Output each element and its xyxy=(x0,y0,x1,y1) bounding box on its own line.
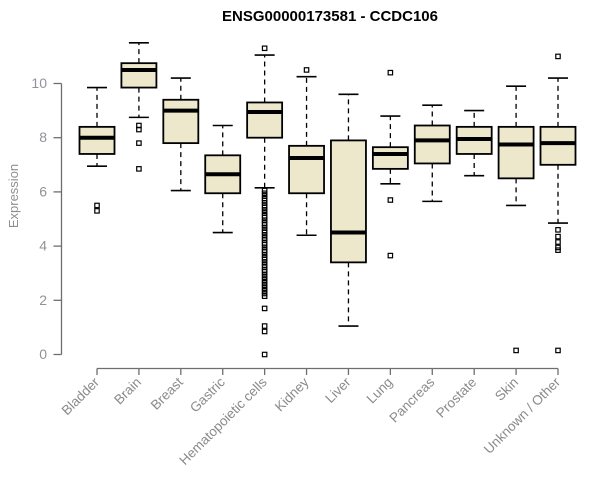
y-tick-label: 2 xyxy=(39,292,47,308)
outlier-point-hematopoietic-cells xyxy=(261,45,268,52)
outlier-point-lung xyxy=(387,252,394,259)
box-bladder xyxy=(78,125,116,155)
x-tick-label-kidney: Kidney xyxy=(272,374,312,414)
outlier-point-unknown-other xyxy=(555,347,561,354)
outlier-point-brain xyxy=(136,166,142,172)
x-tick-label-lung: Lung xyxy=(364,375,396,407)
box-liver xyxy=(330,139,367,264)
box-brain xyxy=(120,62,158,89)
outlier-point-brain xyxy=(136,126,142,133)
outlier-point-kidney xyxy=(303,67,310,73)
x-tick-label-unknown-other: Unknown / Other xyxy=(481,374,564,457)
x-tick-label-skin: Skin xyxy=(492,375,521,404)
outlier-point-lung xyxy=(387,197,394,203)
x-tick-label-bladder: Bladder xyxy=(59,374,103,418)
outlier-point-unknown-other xyxy=(555,247,561,253)
x-tick-label-brain: Brain xyxy=(111,375,144,408)
outlier-point-unknown-other xyxy=(555,233,561,240)
x-tick-label-pancreas: Pancreas xyxy=(386,374,437,425)
outlier-point-lung xyxy=(387,69,394,76)
box-hematopoietic-cells xyxy=(246,101,284,139)
y-tick-label: 10 xyxy=(31,75,47,91)
outlier-point-hematopoietic-cells xyxy=(261,351,268,358)
box-unknown-other xyxy=(539,125,577,166)
outlier-point-hematopoietic-cells xyxy=(261,323,268,329)
y-tick-label: 4 xyxy=(39,238,47,254)
x-tick-label-breast: Breast xyxy=(148,374,186,412)
box-pancreas xyxy=(413,124,451,165)
outlier-point-unknown-other xyxy=(555,239,561,245)
box-breast xyxy=(162,98,200,145)
y-axis-label: Expression xyxy=(6,163,21,229)
outlier-point-hematopoietic-cells xyxy=(261,305,268,312)
outlier-point-skin xyxy=(513,347,519,354)
outlier-point-hematopoietic-cells xyxy=(261,293,268,300)
outlier-point-brain xyxy=(136,140,142,146)
box-skin xyxy=(497,125,535,180)
chart-title: ENSG00000173581 - CCDC106 xyxy=(222,8,438,25)
outlier-point-bladder xyxy=(94,202,100,209)
box-lung xyxy=(371,146,409,170)
outlier-point-hematopoietic-cells xyxy=(261,328,268,335)
x-tick-label-liver: Liver xyxy=(322,374,354,406)
y-tick-label: 0 xyxy=(39,346,47,362)
x-tick-label-prostate: Prostate xyxy=(433,375,479,421)
y-tick-label: 8 xyxy=(39,129,47,145)
outlier-point-unknown-other xyxy=(555,227,561,233)
outlier-point-bladder xyxy=(94,208,100,214)
x-tick-label-gastric: Gastric xyxy=(187,374,228,415)
box-kidney xyxy=(288,144,325,195)
y-tick-label: 6 xyxy=(39,183,47,199)
outlier-point-unknown-other xyxy=(555,53,561,60)
